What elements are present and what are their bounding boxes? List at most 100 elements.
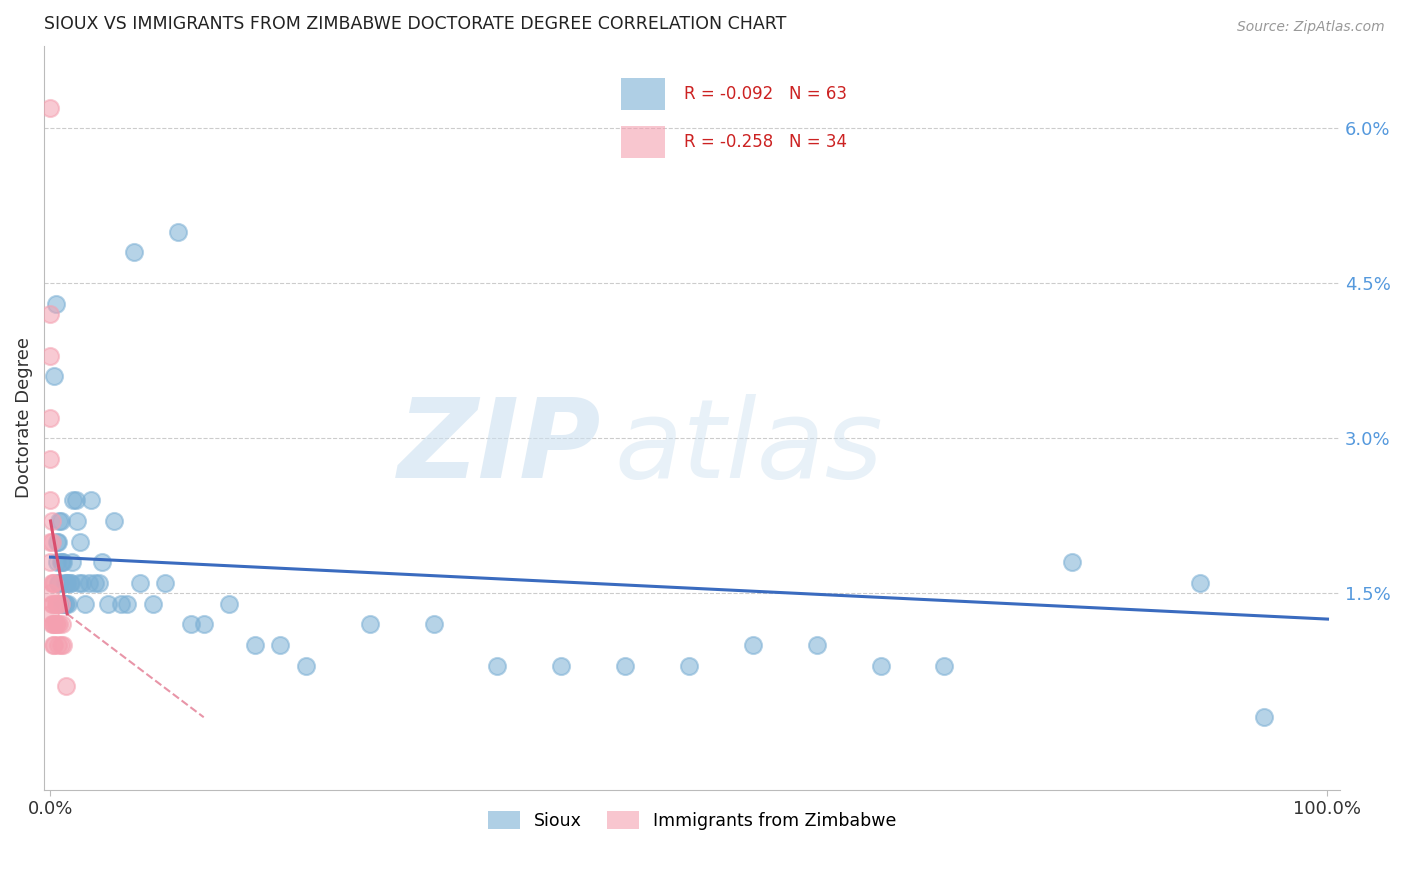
Point: [58, 597, 80, 611]
Point: [486, 658, 509, 673]
Point: [243, 638, 266, 652]
Point: [42, 617, 65, 632]
Point: [49, 638, 72, 652]
Point: [41, 617, 63, 632]
Point: [53, 576, 76, 591]
Point: [44, 617, 66, 632]
Point: [44, 369, 66, 384]
Point: [103, 514, 125, 528]
Point: [39, 607, 62, 621]
Point: [269, 638, 291, 652]
Point: [48, 576, 70, 591]
Point: [49, 555, 72, 569]
Point: [155, 576, 177, 591]
Point: [62, 493, 84, 508]
Point: [42, 576, 65, 591]
Point: [41, 597, 63, 611]
Point: [45, 297, 67, 311]
Point: [69, 534, 91, 549]
Point: [41, 534, 63, 549]
Text: atlas: atlas: [614, 394, 883, 501]
Point: [422, 617, 444, 632]
Point: [193, 617, 215, 632]
Point: [934, 658, 956, 673]
Point: [180, 617, 202, 632]
Point: [45, 555, 67, 569]
Point: [46, 638, 69, 652]
Point: [41, 514, 63, 528]
Point: [53, 597, 76, 611]
Point: [39, 493, 62, 508]
Point: [45, 597, 67, 611]
Point: [72, 576, 94, 591]
Point: [59, 576, 82, 591]
Point: [110, 597, 132, 611]
Point: [51, 597, 73, 611]
Point: [97, 597, 120, 611]
Point: [39, 555, 62, 569]
Point: [39, 101, 62, 115]
Point: [56, 576, 79, 591]
Point: [48, 617, 70, 632]
Point: [77, 576, 100, 591]
Point: [52, 555, 75, 569]
Point: [48, 514, 70, 528]
Point: [55, 597, 77, 611]
Point: [51, 555, 73, 569]
Point: [52, 638, 75, 652]
Point: [55, 576, 77, 591]
Point: [55, 679, 77, 693]
Point: [1188, 576, 1211, 591]
Point: [39, 349, 62, 363]
Text: ZIP: ZIP: [398, 394, 602, 501]
Point: [44, 638, 66, 652]
Point: [45, 617, 67, 632]
Point: [84, 576, 107, 591]
Point: [295, 658, 318, 673]
Point: [44, 576, 66, 591]
Point: [46, 576, 69, 591]
Text: Source: ZipAtlas.com: Source: ZipAtlas.com: [1237, 20, 1385, 34]
Point: [80, 493, 103, 508]
Legend: Sioux, Immigrants from Zimbabwe: Sioux, Immigrants from Zimbabwe: [481, 804, 903, 837]
Point: [869, 658, 891, 673]
Point: [39, 586, 62, 600]
Point: [39, 534, 62, 549]
Point: [49, 514, 72, 528]
Point: [67, 576, 90, 591]
Point: [45, 617, 67, 632]
Point: [218, 597, 240, 611]
Point: [59, 576, 82, 591]
Point: [39, 452, 62, 467]
Point: [46, 597, 69, 611]
Point: [115, 597, 138, 611]
Point: [73, 597, 96, 611]
Point: [1062, 555, 1084, 569]
Point: [45, 597, 67, 611]
Point: [39, 307, 62, 321]
Point: [359, 617, 381, 632]
Point: [122, 245, 145, 260]
Point: [46, 534, 69, 549]
Point: [65, 493, 87, 508]
Point: [42, 597, 65, 611]
Point: [60, 555, 83, 569]
Point: [550, 658, 572, 673]
Point: [41, 576, 63, 591]
Point: [142, 597, 165, 611]
Text: SIOUX VS IMMIGRANTS FROM ZIMBABWE DOCTORATE DEGREE CORRELATION CHART: SIOUX VS IMMIGRANTS FROM ZIMBABWE DOCTOR…: [44, 15, 786, 33]
Point: [39, 410, 62, 425]
Point: [66, 514, 89, 528]
Point: [678, 658, 700, 673]
Point: [49, 597, 72, 611]
Point: [806, 638, 828, 652]
Point: [51, 617, 73, 632]
Y-axis label: Doctorate Degree: Doctorate Degree: [15, 337, 32, 498]
Point: [90, 555, 112, 569]
Point: [1253, 710, 1275, 724]
Point: [741, 638, 763, 652]
Point: [42, 638, 65, 652]
Point: [614, 658, 637, 673]
Point: [52, 597, 75, 611]
Point: [128, 576, 150, 591]
